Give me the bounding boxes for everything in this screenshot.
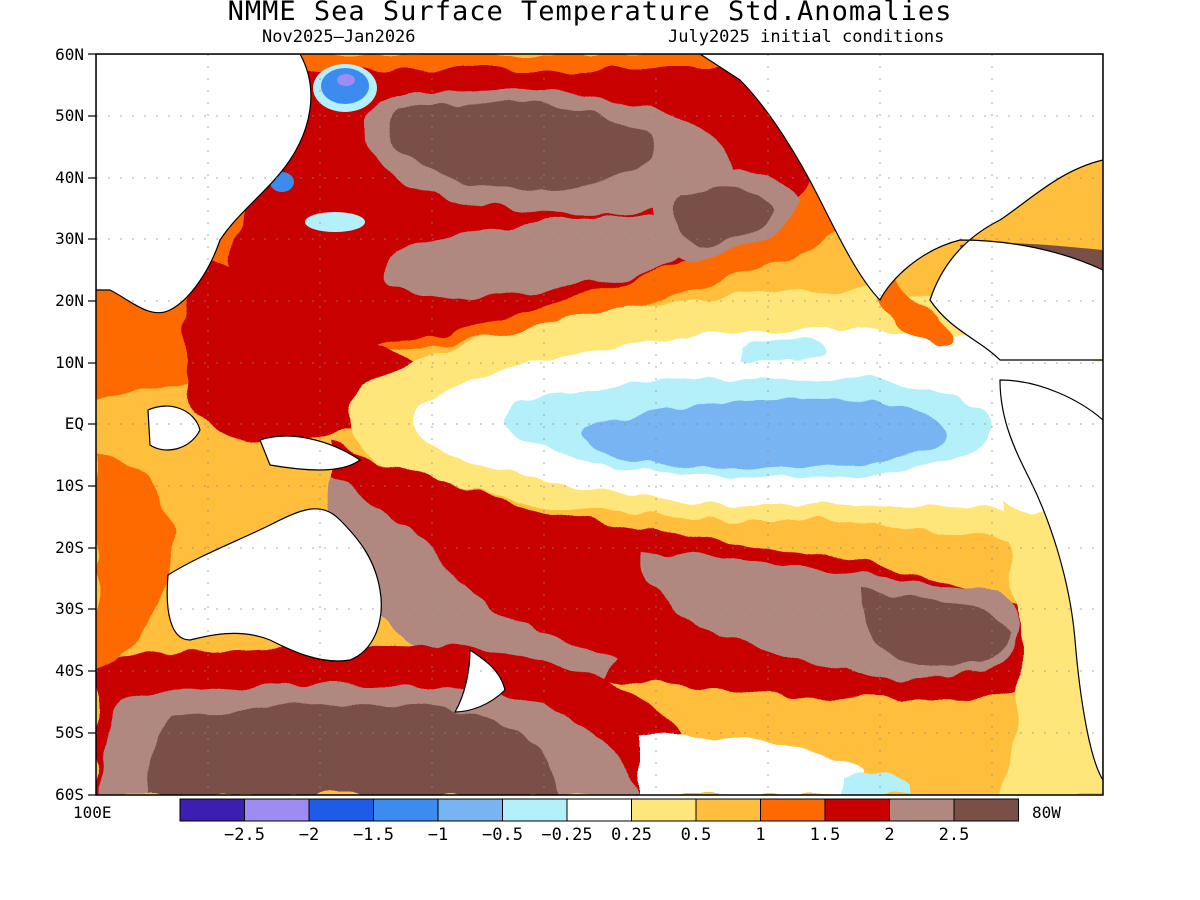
forecast-period: Nov2025–Jan2026 (262, 27, 416, 47)
equatorial-cold-core (583, 398, 948, 470)
lat-label: 60N (55, 45, 84, 64)
colorbar: −2.5 −2 −1.5 −1 −0.5 −0.25 0.25 0.5 1 1.5 2 2.5 (179, 798, 1019, 845)
colorbar-tick-label: −0.25 (541, 825, 592, 845)
colorbar-swatch (308, 798, 374, 822)
map-title: NMME Sea Surface Temperature Std.Anomali… (227, 0, 953, 27)
north-pacific-hot-core-dark (388, 103, 655, 190)
colorbar-swatch (373, 798, 439, 822)
lat-label: EQ (64, 414, 84, 433)
lat-label: 60S (55, 785, 84, 804)
colorbar-tick-label: 0.5 (681, 825, 712, 845)
lat-label: 40N (55, 168, 84, 187)
colorbar-swatch (824, 798, 890, 822)
colorbar-tick-label: 2 (884, 825, 894, 845)
lat-label: 10N (55, 353, 84, 372)
tasman-hot-core (326, 480, 620, 694)
colorbar-swatch (760, 798, 826, 822)
lat-label: 30N (55, 229, 84, 248)
australia (166, 508, 382, 662)
colorbar-swatch (179, 798, 245, 822)
sea-of-okhotsk-cold (313, 64, 377, 112)
lat-label: 50N (55, 106, 84, 125)
colorbar-swatch (695, 798, 761, 822)
north-pacific-hot-core-3-dark (674, 187, 775, 245)
colorbar-tick-label: 1 (755, 825, 765, 845)
lat-label: 30S (55, 599, 84, 618)
borneo (147, 405, 201, 451)
colorbar-swatch (953, 798, 1019, 822)
land-masses (96, 54, 1103, 782)
new-zealand (453, 648, 506, 713)
lat-label: 20S (55, 538, 84, 557)
indian-ocean-warm (96, 450, 172, 670)
colorbar-tick-label: −1.5 (353, 825, 394, 845)
lat-label: 40S (55, 661, 84, 680)
south-america (999, 379, 1103, 782)
lat-label: 20N (55, 291, 84, 310)
drake-passage-cool (840, 771, 910, 795)
colorbar-tick-label: 1.5 (810, 825, 841, 845)
asia (96, 54, 312, 314)
north-equatorial-cool-patch (740, 339, 830, 362)
anomaly-field (96, 54, 1103, 795)
lat-ticks (88, 53, 96, 796)
colorbar-tick-label: −1 (428, 825, 448, 845)
colorbar-swatch (889, 798, 955, 822)
japan-offshore-cool (305, 212, 365, 232)
new-guinea (259, 435, 362, 471)
colorbar-swatch (437, 798, 503, 822)
lat-label: 50S (55, 723, 84, 742)
colorbar-swatch (502, 798, 568, 822)
initial-conditions: July2025 initial conditions (668, 27, 945, 47)
colorbar-swatch (566, 798, 632, 822)
south-pacific-hot-core-dark (860, 590, 1010, 668)
colorbar-tick-label: 0.25 (611, 825, 652, 845)
drake-passage-neutral (640, 736, 860, 795)
lon-label-west: 100E (73, 803, 112, 822)
colorbar-tick-label: 2.5 (939, 825, 970, 845)
colorbar-swatch (244, 798, 310, 822)
colorbar-swatch (631, 798, 697, 822)
colorbar-tick-label: −2 (299, 825, 319, 845)
lat-label: 10S (55, 476, 84, 495)
north-america (698, 54, 1103, 361)
colorbar-tick-label: −0.5 (482, 825, 523, 845)
southern-ocean-hot-core-dark (150, 703, 560, 795)
north-pacific-hot-core-2 (384, 215, 685, 300)
lon-label-east: 80W (1032, 803, 1061, 822)
colorbar-tick-label: −2.5 (224, 825, 265, 845)
